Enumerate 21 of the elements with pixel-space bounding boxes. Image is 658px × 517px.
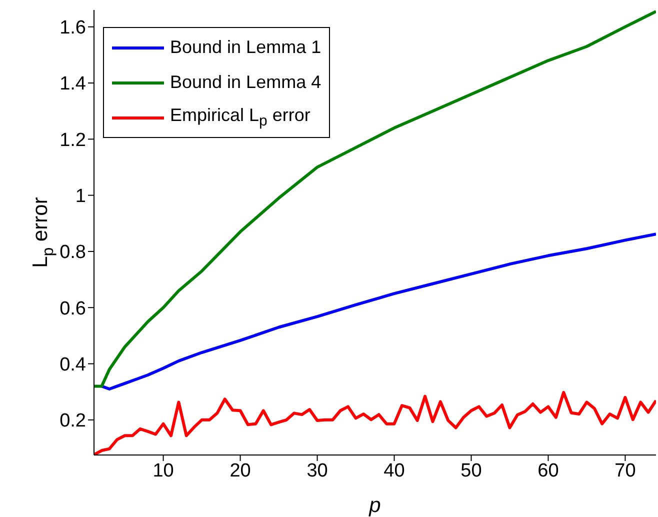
line-series — [94, 10, 656, 388]
x-axis-title: p — [368, 494, 381, 517]
x-tick-label: 20 — [230, 460, 251, 482]
y-tick-label: 1.6 — [60, 18, 86, 39]
y-tick-label: 0.6 — [60, 298, 86, 320]
x-tick-label: 60 — [538, 460, 559, 482]
y-tick-label: 0.2 — [60, 410, 86, 432]
y-tick-label: 0.8 — [60, 242, 86, 264]
x-tick-label: 50 — [460, 460, 482, 482]
x-tick-label: 40 — [384, 460, 405, 482]
y-tick-label: 1 — [75, 186, 86, 208]
y-tick-label: 0.4 — [60, 354, 86, 376]
y-tick-label: 1.2 — [60, 130, 86, 151]
y-tick-label: 1.4 — [60, 74, 86, 95]
x-tick-label: 10 — [152, 460, 174, 482]
legend-label: Empirical L$_{p}$ error — [170, 105, 310, 130]
line-series — [100, 232, 656, 391]
legend-label: Bound in Lemma 1 — [170, 37, 322, 58]
legend-label: Bound in Lemma 4 — [170, 72, 322, 93]
x-tick-label: 30 — [306, 460, 328, 482]
x-tick-label: 70 — [614, 460, 636, 482]
